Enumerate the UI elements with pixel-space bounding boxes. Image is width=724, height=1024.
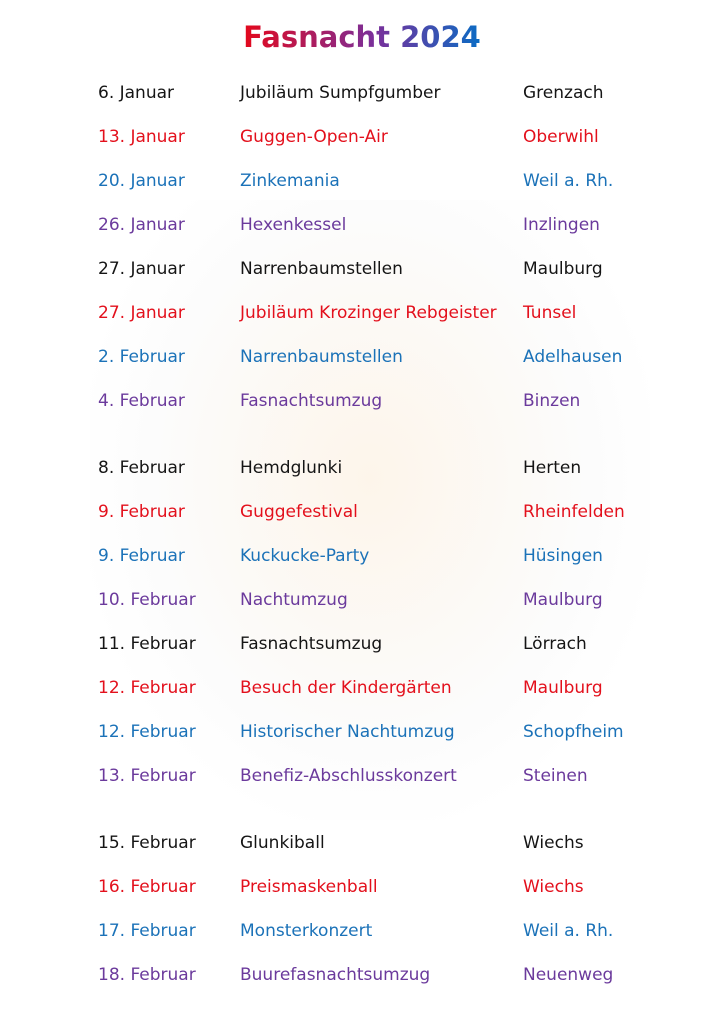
event-row: 27. Januar Narrenbaumstellen Maulburg	[0, 259, 724, 283]
event-name: Monsterkonzert	[240, 921, 373, 941]
event-name: Fasnachtsumzug	[240, 391, 383, 411]
event-name: Kuckucke-Party	[240, 546, 370, 566]
event-name: Jubiläum Sumpfgumber	[240, 83, 441, 103]
event-row: 9. Februar Kuckucke-Party Hüsingen	[0, 546, 724, 570]
event-name: Preismaskenball	[240, 877, 378, 897]
event-date: 16. Februar	[98, 877, 196, 897]
event-date: 18. Februar	[98, 965, 196, 985]
event-row: 11. Februar Fasnachtsumzug Lörrach	[0, 634, 724, 658]
event-date: 10. Februar	[98, 590, 196, 610]
event-date: 12. Februar	[98, 722, 196, 742]
event-name: Buurefasnachtsumzug	[240, 965, 431, 985]
title-text: Fasnacht 2024	[243, 20, 481, 54]
event-place: Lörrach	[523, 634, 587, 654]
event-date: 20. Januar	[98, 171, 185, 191]
event-date: 17. Februar	[98, 921, 196, 941]
event-place: Rheinfelden	[523, 502, 625, 522]
event-date: 8. Februar	[98, 458, 185, 478]
event-name: Glunkiball	[240, 833, 325, 853]
event-name: Nachtumzug	[240, 590, 348, 610]
event-date: 13. Januar	[98, 127, 185, 147]
event-place: Neuenweg	[523, 965, 614, 985]
event-date: 2. Februar	[98, 347, 185, 367]
event-row: 12. Februar Historischer Nachtumzug Schopf…	[0, 722, 724, 746]
event-row: 6. Januar Jubiläum Sumpfgumber Grenzach	[0, 83, 724, 107]
event-row: 13. Januar Guggen-Open-Air Oberwihl	[0, 127, 724, 151]
event-place: Maulburg	[523, 678, 603, 698]
event-date: 26. Januar	[98, 215, 185, 235]
event-place: Adelhausen	[523, 347, 623, 367]
event-name: Historischer Nachtumzug	[240, 722, 455, 742]
event-row: 4. Februar Fasnachtsumzug Binzen	[0, 391, 724, 415]
event-place: Oberwihl	[523, 127, 599, 147]
event-row: 12. Februar Besuch der Kindergärten Maulbu…	[0, 678, 724, 702]
event-date: 15. Februar	[98, 833, 196, 853]
event-row: 10. Februar Nachtumzug Maulburg	[0, 590, 724, 614]
event-name: Guggefestival	[240, 502, 358, 522]
event-date: 27. Januar	[98, 303, 185, 323]
event-place: Maulburg	[523, 259, 603, 279]
event-place: Maulburg	[523, 590, 603, 610]
event-place: Grenzach	[523, 83, 604, 103]
event-place: Steinen	[523, 766, 588, 786]
event-date: 27. Januar	[98, 259, 185, 279]
event-date: 9. Februar	[98, 502, 185, 522]
event-place: Binzen	[523, 391, 581, 411]
event-row: 2. Februar Narrenbaumstellen Adelhausen	[0, 347, 724, 371]
event-name: Guggen-Open-Air	[240, 127, 388, 147]
event-row: 15. Februar Glunkiball Wiechs	[0, 833, 724, 857]
page-title: Fasnacht 2024	[0, 20, 724, 54]
event-name: Benefiz-Abschlusskonzert	[240, 766, 457, 786]
event-place: Wiechs	[523, 877, 584, 897]
event-date: 6. Januar	[98, 83, 175, 103]
event-date: 9. Februar	[98, 546, 185, 566]
event-row: 13. Februar Benefiz-Abschlusskonzert Stein…	[0, 766, 724, 790]
event-place: Herten	[523, 458, 582, 478]
event-place: Hüsingen	[523, 546, 603, 566]
event-date: 12. Februar	[98, 678, 196, 698]
event-name: Fasnachtsumzug	[240, 634, 383, 654]
event-row: 8. Februar Hemdglunki Herten	[0, 458, 724, 482]
event-row: 20. Januar Zinkemania Weil a. Rh.	[0, 171, 724, 195]
event-name: Hemdglunki	[240, 458, 343, 478]
event-date: 13. Februar	[98, 766, 196, 786]
event-place: Tunsel	[523, 303, 577, 323]
event-row: 16. Februar Preismaskenball Wiechs	[0, 877, 724, 901]
event-place: Inzlingen	[523, 215, 600, 235]
event-place: Wiechs	[523, 833, 584, 853]
event-place: Schopfheim	[523, 722, 624, 742]
background-mascot-watermark	[90, 200, 650, 820]
event-place: Weil a. Rh.	[523, 921, 614, 941]
event-name: Jubiläum Krozinger Rebgeister	[240, 303, 497, 323]
event-date: 11. Februar	[98, 634, 196, 654]
event-row: 9. Februar Guggefestival Rheinfelden	[0, 502, 724, 526]
event-name: Zinkemania	[240, 171, 340, 191]
event-name: Narrenbaumstellen	[240, 347, 403, 367]
event-name: Narrenbaumstellen	[240, 259, 403, 279]
event-row: 26. Januar Hexenkessel Inzlingen	[0, 215, 724, 239]
event-place: Weil a. Rh.	[523, 171, 614, 191]
event-name: Hexenkessel	[240, 215, 347, 235]
event-name: Besuch der Kindergärten	[240, 678, 452, 698]
event-row: 27. Januar Jubiläum Krozinger Rebgeister T…	[0, 303, 724, 327]
event-row: 17. Februar Monsterkonzert Weil a. Rh.	[0, 921, 724, 945]
event-date: 4. Februar	[98, 391, 185, 411]
event-row: 18. Februar Buurefasnachtsumzug Neuenweg	[0, 965, 724, 989]
